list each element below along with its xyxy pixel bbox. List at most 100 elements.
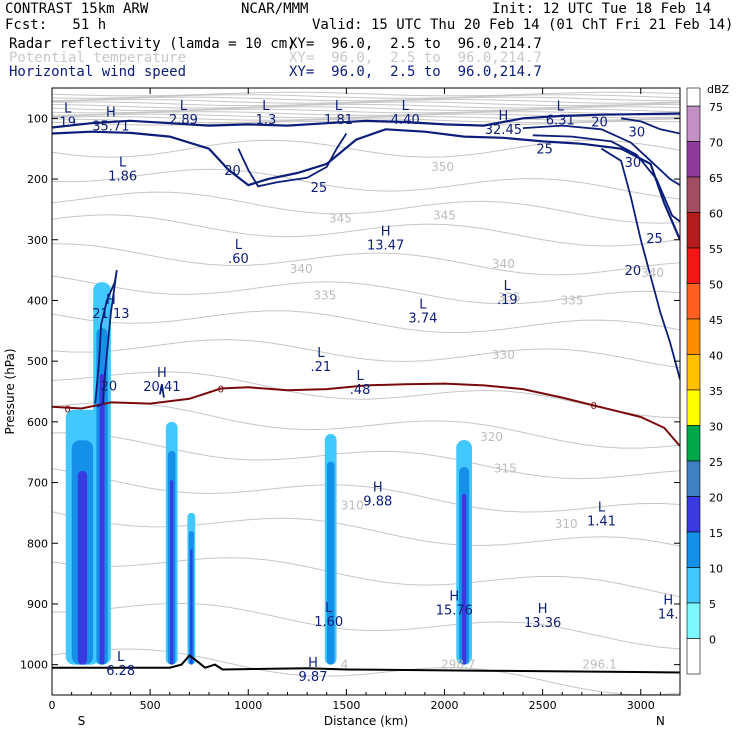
theta-contour [52,115,680,121]
wind-speed-contour [52,128,680,241]
wind-speed-contour [522,124,680,186]
low-marker: L [262,99,270,114]
theta-label: 345 [329,212,352,226]
low-marker: L [504,279,512,294]
wind-label: 20 [625,264,642,279]
reflectivity-cell-4-15 [329,489,333,665]
wind-speed-contour [159,384,165,398]
theta-contour [52,339,680,369]
colorbar-label: 45 [709,314,723,327]
colorbar-unit: dBZ [707,83,730,96]
extremum-value: 19 [59,115,76,130]
colorbar-swatch-0 [686,638,701,675]
low-marker: L [598,501,606,516]
colorbar-swatch-25 [686,460,701,497]
theta-label: 296.1 [582,658,616,672]
low-marker: L [317,346,325,361]
theta-contour [52,468,680,513]
theta-label: 340 [641,266,664,280]
colorbar-label: 30 [709,421,723,434]
extremum-value: .19 [497,293,518,308]
theta-label: 315 [494,462,517,476]
theta-label: 335 [561,293,584,307]
theta-contour [52,91,680,97]
low-marker: L [180,99,188,114]
y-tick-label: 1000 [20,659,48,672]
extremum-value: 2.89 [169,113,198,128]
extremum-value: 3.74 [408,311,437,326]
x-tick-label: 1000 [234,699,262,712]
colorbar-swatch-60 [686,212,701,249]
colorbar-label: 20 [709,492,723,505]
colorbar-top-cap [686,87,701,107]
freezing-level-label: 0 [218,384,224,395]
colorbar-label: 70 [709,137,723,150]
extremum-value: 6.28 [106,664,135,679]
colorbar-label: 55 [709,243,723,256]
extremum-value: 32.45 [485,123,522,138]
field-reflectivity-xy: XY= 96.0, 2.5 to 96.0,214.7 [289,36,542,52]
low-marker: L [335,99,343,114]
theta-contour [52,310,680,333]
forecast-hour: Fcst: 51 h [5,17,107,33]
wind-speed-contour [620,117,680,135]
wind-speed-contour [237,133,348,188]
x-tick-label: 3000 [627,699,655,712]
wind-label: 25 [646,232,663,247]
extremum-value: 14. [658,608,679,623]
wind-label: 20 [224,164,241,179]
x-tick-label: 2000 [431,699,459,712]
extremum-value: 1.81 [324,113,353,128]
theta-label: 320 [480,430,503,444]
extremum-value: 21.13 [92,307,129,322]
theta-label: 310 [341,499,364,513]
high-marker: H [373,481,383,496]
colorbar-swatch-45 [686,318,701,355]
extremum-value: 1.3 [256,113,277,128]
high-marker: H [308,656,318,671]
source-label: NCAR/MMM [241,1,309,17]
north-end-label: N [656,714,665,728]
colorbar-swatch-70 [686,141,701,178]
theta-contour [52,432,680,480]
theta-contour [52,401,680,449]
field-theta-xy: XY= 96.0, 2.5 to 96.0,214.7 [289,50,542,66]
low-marker: L [557,99,565,114]
theta-contour [52,101,680,107]
colorbar-label: 5 [709,598,716,611]
colorbar-swatch-40 [686,354,701,391]
theta-contour [52,214,680,247]
field-wind-name: Horizontal wind speed [9,64,187,80]
wind-speed-contour [52,112,680,129]
wind-speed-contour [532,134,680,223]
colorbar-swatch-15 [686,531,701,568]
extremum-value: 6.31 [546,113,575,128]
colorbar-label: 60 [709,208,723,221]
theta-label: 335 [498,290,521,304]
wind-label: 30 [625,156,642,171]
freezing-level-line [52,382,680,447]
theta-label: 340 [290,262,313,276]
y-tick-label: 100 [27,112,48,125]
colorbar-swatch-65 [686,176,701,213]
x-tick-label: 1500 [332,699,360,712]
colorbar-label: 35 [709,385,723,398]
extremum-value: .60 [228,252,249,267]
high-marker: H [663,594,673,609]
x-tick-label: 0 [49,699,56,712]
low-marker: L [235,238,243,253]
colorbar-label: 65 [709,172,723,185]
y-axis-title: Pressure (hPa) [3,348,17,434]
reflectivity-cell-0-20 [77,470,88,665]
extremum-value: 13.47 [367,239,404,254]
theta-label: 345 [433,208,456,222]
colorbar-swatch-10 [686,567,701,604]
colorbar-label: 75 [709,101,723,114]
y-tick-label: 300 [27,234,48,247]
y-tick-label: 500 [27,355,48,368]
theta-label: 340 [492,257,515,271]
y-tick-label: 700 [27,477,48,490]
reflectivity-cell-2-20 [170,480,174,665]
low-marker: L [419,297,427,312]
